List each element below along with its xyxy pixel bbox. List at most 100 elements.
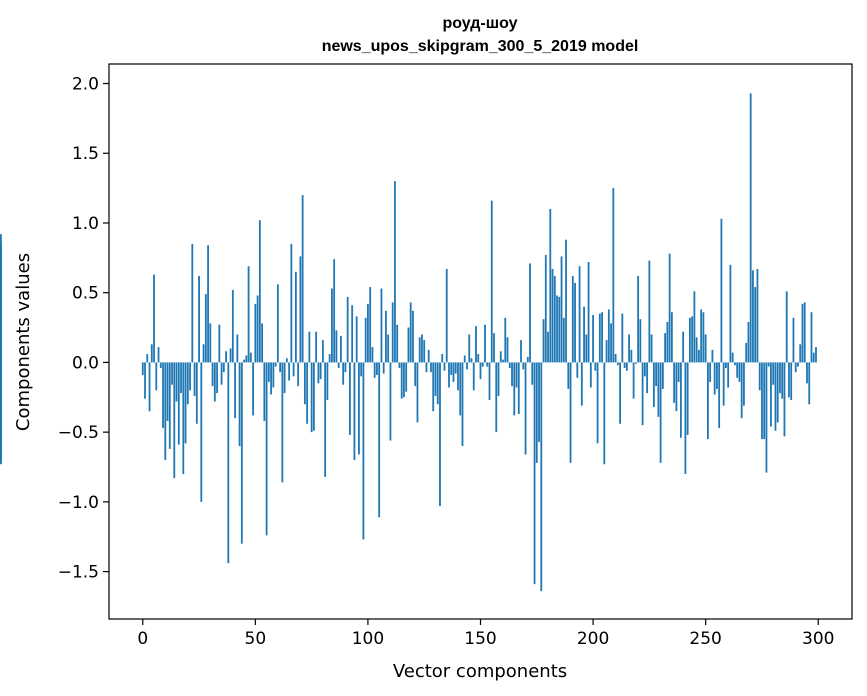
bar bbox=[418, 337, 421, 363]
bar bbox=[249, 352, 252, 363]
bar bbox=[340, 335, 342, 363]
bar bbox=[621, 313, 624, 363]
bar bbox=[387, 334, 390, 363]
bar bbox=[576, 362, 579, 378]
bar bbox=[229, 348, 232, 363]
bar bbox=[385, 310, 387, 363]
bar bbox=[661, 362, 664, 389]
bar bbox=[540, 362, 543, 592]
bar bbox=[394, 181, 396, 363]
bar bbox=[285, 358, 288, 363]
bar bbox=[0, 234, 2, 363]
bar bbox=[677, 362, 680, 382]
bar bbox=[648, 260, 651, 363]
bar bbox=[407, 327, 410, 363]
bar bbox=[222, 362, 225, 373]
bar bbox=[504, 317, 507, 363]
bar bbox=[749, 93, 752, 363]
bar bbox=[346, 296, 349, 363]
bar bbox=[225, 351, 227, 363]
bar bbox=[164, 362, 167, 461]
bar bbox=[781, 362, 784, 399]
bar bbox=[585, 334, 588, 363]
bar bbox=[670, 312, 673, 363]
bar bbox=[790, 362, 793, 401]
bar bbox=[240, 362, 243, 544]
bar bbox=[216, 362, 218, 394]
bar bbox=[634, 362, 637, 364]
bar bbox=[371, 347, 374, 363]
bar bbox=[574, 282, 576, 363]
bar bbox=[583, 306, 585, 363]
bar bbox=[243, 359, 245, 363]
bar bbox=[364, 317, 367, 363]
bar bbox=[380, 288, 383, 363]
bar bbox=[220, 362, 223, 385]
bar bbox=[511, 362, 513, 387]
bar bbox=[175, 362, 178, 402]
bar bbox=[729, 264, 732, 363]
bar bbox=[698, 349, 700, 363]
bar bbox=[718, 362, 721, 428]
bar bbox=[450, 362, 453, 375]
bar bbox=[211, 362, 214, 387]
bar bbox=[479, 362, 482, 380]
bar bbox=[743, 362, 745, 406]
bar bbox=[412, 310, 414, 363]
bar bbox=[171, 362, 173, 385]
bar bbox=[603, 362, 606, 465]
bar bbox=[538, 362, 540, 442]
bar bbox=[470, 358, 473, 363]
bar bbox=[414, 362, 417, 387]
bar bbox=[643, 362, 646, 377]
bar bbox=[297, 362, 300, 387]
bar bbox=[589, 362, 592, 388]
bar bbox=[254, 303, 257, 363]
bar bbox=[761, 362, 763, 440]
bar bbox=[301, 195, 304, 363]
bar bbox=[652, 362, 655, 408]
y-tick-label: 2.0 bbox=[72, 75, 99, 95]
bar bbox=[396, 324, 399, 363]
bar bbox=[484, 324, 486, 363]
bar bbox=[274, 362, 277, 367]
bar bbox=[792, 317, 795, 363]
bar bbox=[153, 274, 155, 363]
bar bbox=[432, 362, 435, 412]
bar bbox=[565, 239, 567, 363]
bar bbox=[797, 362, 799, 367]
bar bbox=[258, 220, 261, 363]
bar bbox=[639, 319, 642, 363]
bar bbox=[592, 315, 594, 363]
bar bbox=[481, 362, 484, 367]
bar bbox=[605, 340, 608, 363]
bar bbox=[430, 362, 432, 373]
bar bbox=[459, 362, 462, 416]
bar bbox=[358, 362, 360, 455]
bar bbox=[198, 275, 200, 363]
bar bbox=[148, 362, 151, 412]
bar bbox=[252, 362, 254, 416]
bar bbox=[308, 331, 311, 363]
bar bbox=[526, 356, 529, 363]
bar bbox=[409, 302, 412, 363]
bar bbox=[628, 334, 630, 363]
bar bbox=[189, 362, 191, 391]
bar bbox=[204, 294, 207, 363]
bar bbox=[382, 362, 385, 374]
bar bbox=[666, 321, 669, 363]
bar bbox=[486, 362, 489, 367]
bar bbox=[533, 362, 536, 585]
bar bbox=[673, 362, 676, 403]
x-tick-label: 50 bbox=[245, 629, 267, 649]
bar bbox=[310, 362, 313, 433]
bar bbox=[776, 362, 779, 423]
bar bbox=[472, 362, 475, 391]
bar bbox=[535, 362, 538, 463]
bar bbox=[303, 362, 306, 405]
bar bbox=[580, 362, 583, 406]
bar bbox=[783, 362, 786, 437]
bar bbox=[146, 354, 149, 363]
bar bbox=[400, 362, 403, 399]
